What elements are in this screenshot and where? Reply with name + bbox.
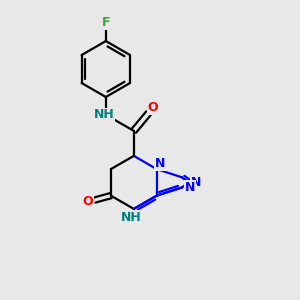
Text: N: N: [154, 157, 165, 170]
Text: O: O: [83, 195, 94, 208]
Text: F: F: [102, 16, 110, 29]
Text: NH: NH: [121, 211, 141, 224]
Text: O: O: [148, 101, 158, 114]
Text: N: N: [185, 181, 195, 194]
Text: NH: NH: [94, 108, 115, 121]
Text: N: N: [191, 176, 202, 189]
